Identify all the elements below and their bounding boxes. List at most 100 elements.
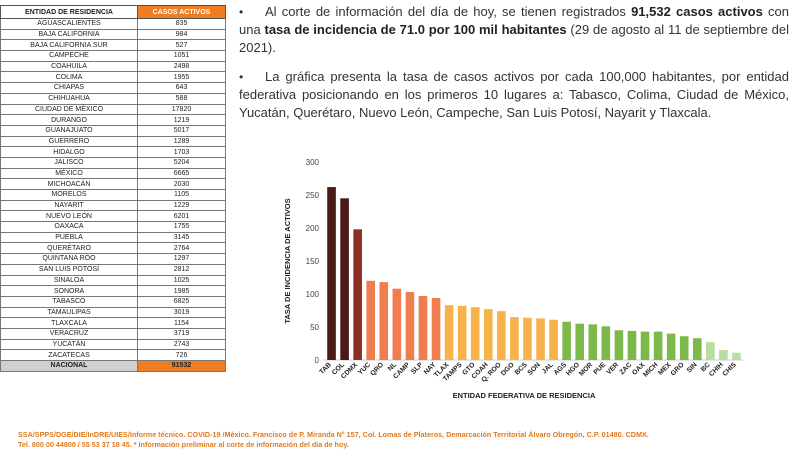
x-tick-label: TAB <box>318 361 333 376</box>
bar <box>366 280 376 360</box>
x-tick-label: MICH <box>642 361 659 378</box>
cases-cell: 3145 <box>137 231 226 244</box>
x-tick-label: PUE <box>592 361 607 376</box>
table-row: TABASCO 6825 <box>0 295 226 308</box>
bar <box>640 331 650 360</box>
entity-cell: OAXACA <box>0 221 138 233</box>
y-tick-label: 100 <box>306 290 320 299</box>
table-row: ZACATECAS 726 <box>0 349 226 361</box>
table-row: CHIHUAHUA 588 <box>0 92 226 105</box>
p1-c: con una <box>239 4 790 37</box>
bar <box>666 333 676 360</box>
bar <box>340 198 349 360</box>
bar <box>353 229 362 360</box>
entity-cell: BAJA CALIFORNIA SUR <box>0 39 138 52</box>
entity-cell: ZACATECAS <box>0 349 138 361</box>
table-row: SONORA 1985 <box>0 285 226 297</box>
entity-cell: TAMAULIPAS <box>0 306 138 319</box>
table-row: JALISCO 5204 <box>0 156 226 169</box>
x-tick-label: HGO <box>565 361 581 377</box>
y-tick-label: 300 <box>306 158 320 167</box>
cases-cell: 2743 <box>137 338 226 351</box>
y-tick-label: 50 <box>310 323 319 332</box>
header-active-cases: CASOS ACTIVOS <box>137 5 226 19</box>
entity-cell: HIDALGO <box>0 146 138 158</box>
table-row: BAJA CALIFORNIA 984 <box>0 28 226 41</box>
entity-cell: CHIAPAS <box>0 82 138 94</box>
bar <box>523 317 532 360</box>
p1-d: tasa de incidencia de 71.0 por 100 mil h… <box>264 22 567 37</box>
table-row: DURANGO 1219 <box>0 114 226 126</box>
bar <box>575 323 585 360</box>
entity-cell: VERACRUZ <box>0 327 138 340</box>
entity-cell: YUCATÁN <box>0 338 138 351</box>
bar <box>418 295 428 360</box>
x-tick-label: ZAC <box>619 361 634 376</box>
bullet-dot: • <box>239 5 244 19</box>
x-tick-label: MOR <box>578 361 594 377</box>
footer: SSA/SPPS/DGE/DIE/InDRE/UIES/Informe técn… <box>18 430 798 450</box>
table-row: TAMAULIPAS 3019 <box>0 306 226 319</box>
table-row: VERACRUZ 3719 <box>0 327 226 340</box>
entity-cell: GUANAJUATO <box>0 124 138 137</box>
entity-cell: MÉXICO <box>0 167 138 180</box>
bar <box>692 338 702 360</box>
entity-cell: NAYARIT <box>0 199 138 212</box>
cases-cell: 1755 <box>137 221 226 233</box>
table-row: TLAXCALA 1154 <box>0 317 226 329</box>
x-tick-label: SIN <box>686 361 699 374</box>
x-tick-label: DGO <box>500 361 516 377</box>
bar <box>470 307 480 360</box>
cases-cell: 2764 <box>137 242 226 255</box>
cases-cell: 726 <box>137 349 226 361</box>
p1-b: 91,532 casos activos <box>631 4 763 19</box>
cases-cell: 1955 <box>137 71 226 84</box>
table-row: CHIAPAS 643 <box>0 82 226 94</box>
cases-cell: 1025 <box>137 274 226 287</box>
x-tick-label: BCS <box>514 361 529 376</box>
bar <box>483 309 493 360</box>
table-row: NUEVO LEÓN 6201 <box>0 210 226 223</box>
cases-cell: 984 <box>137 28 226 41</box>
entity-cell: MICHOACÁN <box>0 178 138 190</box>
x-tick-label: QRO <box>369 361 385 377</box>
cases-cell: 3019 <box>137 306 226 319</box>
bar <box>392 288 402 360</box>
bar <box>457 305 467 360</box>
table-row: HIDALGO 1703 <box>0 146 226 158</box>
cases-cell: 2498 <box>137 60 226 73</box>
table-total-row: NACIONAL 91532 <box>0 360 226 372</box>
entity-cell: CIUDAD DE MÉXICO <box>0 103 138 116</box>
bar <box>379 282 389 360</box>
entity-cell: GUERRERO <box>0 135 138 148</box>
cases-cell: 1229 <box>137 199 226 212</box>
cases-cell: 1297 <box>137 253 226 265</box>
entity-cell: BAJA CALIFORNIA <box>0 28 138 41</box>
entity-cell: QUINTANA ROO <box>0 253 138 265</box>
bar <box>497 311 506 360</box>
bar <box>719 350 728 360</box>
bar <box>732 352 741 360</box>
states-table: ENTIDAD DE RESIDENCIA CASOS ACTIVOS AGUA… <box>0 5 226 372</box>
y-tick-label: 150 <box>306 257 320 266</box>
bullet-chart-description: • La gráfica presenta la tasa de casos ac… <box>239 68 789 122</box>
cases-cell: 6665 <box>137 167 226 180</box>
entity-cell: TABASCO <box>0 295 138 308</box>
x-axis-title: ENTIDAD FEDERATIVA DE RESIDENCIA <box>453 391 596 400</box>
cases-cell: 1219 <box>137 114 226 126</box>
y-tick-label: 200 <box>306 224 320 233</box>
cases-cell: 1289 <box>137 135 226 148</box>
entity-cell: COAHUILA <box>0 60 138 73</box>
cases-cell: 6201 <box>137 210 226 223</box>
cases-cell: 588 <box>137 92 226 105</box>
cases-cell: 643 <box>137 82 226 94</box>
bar <box>588 324 598 360</box>
cases-cell: 2812 <box>137 263 226 276</box>
entity-cell: CAMPECHE <box>0 50 138 62</box>
bar <box>562 321 571 360</box>
y-axis-title: TASA DE INCIDENCIA DE ACTIVOS <box>283 198 292 323</box>
entity-cell: AGUASCALIENTES <box>0 18 138 30</box>
p1-a: Al corte de información del día de hoy, … <box>265 4 632 19</box>
cases-cell: 2030 <box>137 178 226 190</box>
